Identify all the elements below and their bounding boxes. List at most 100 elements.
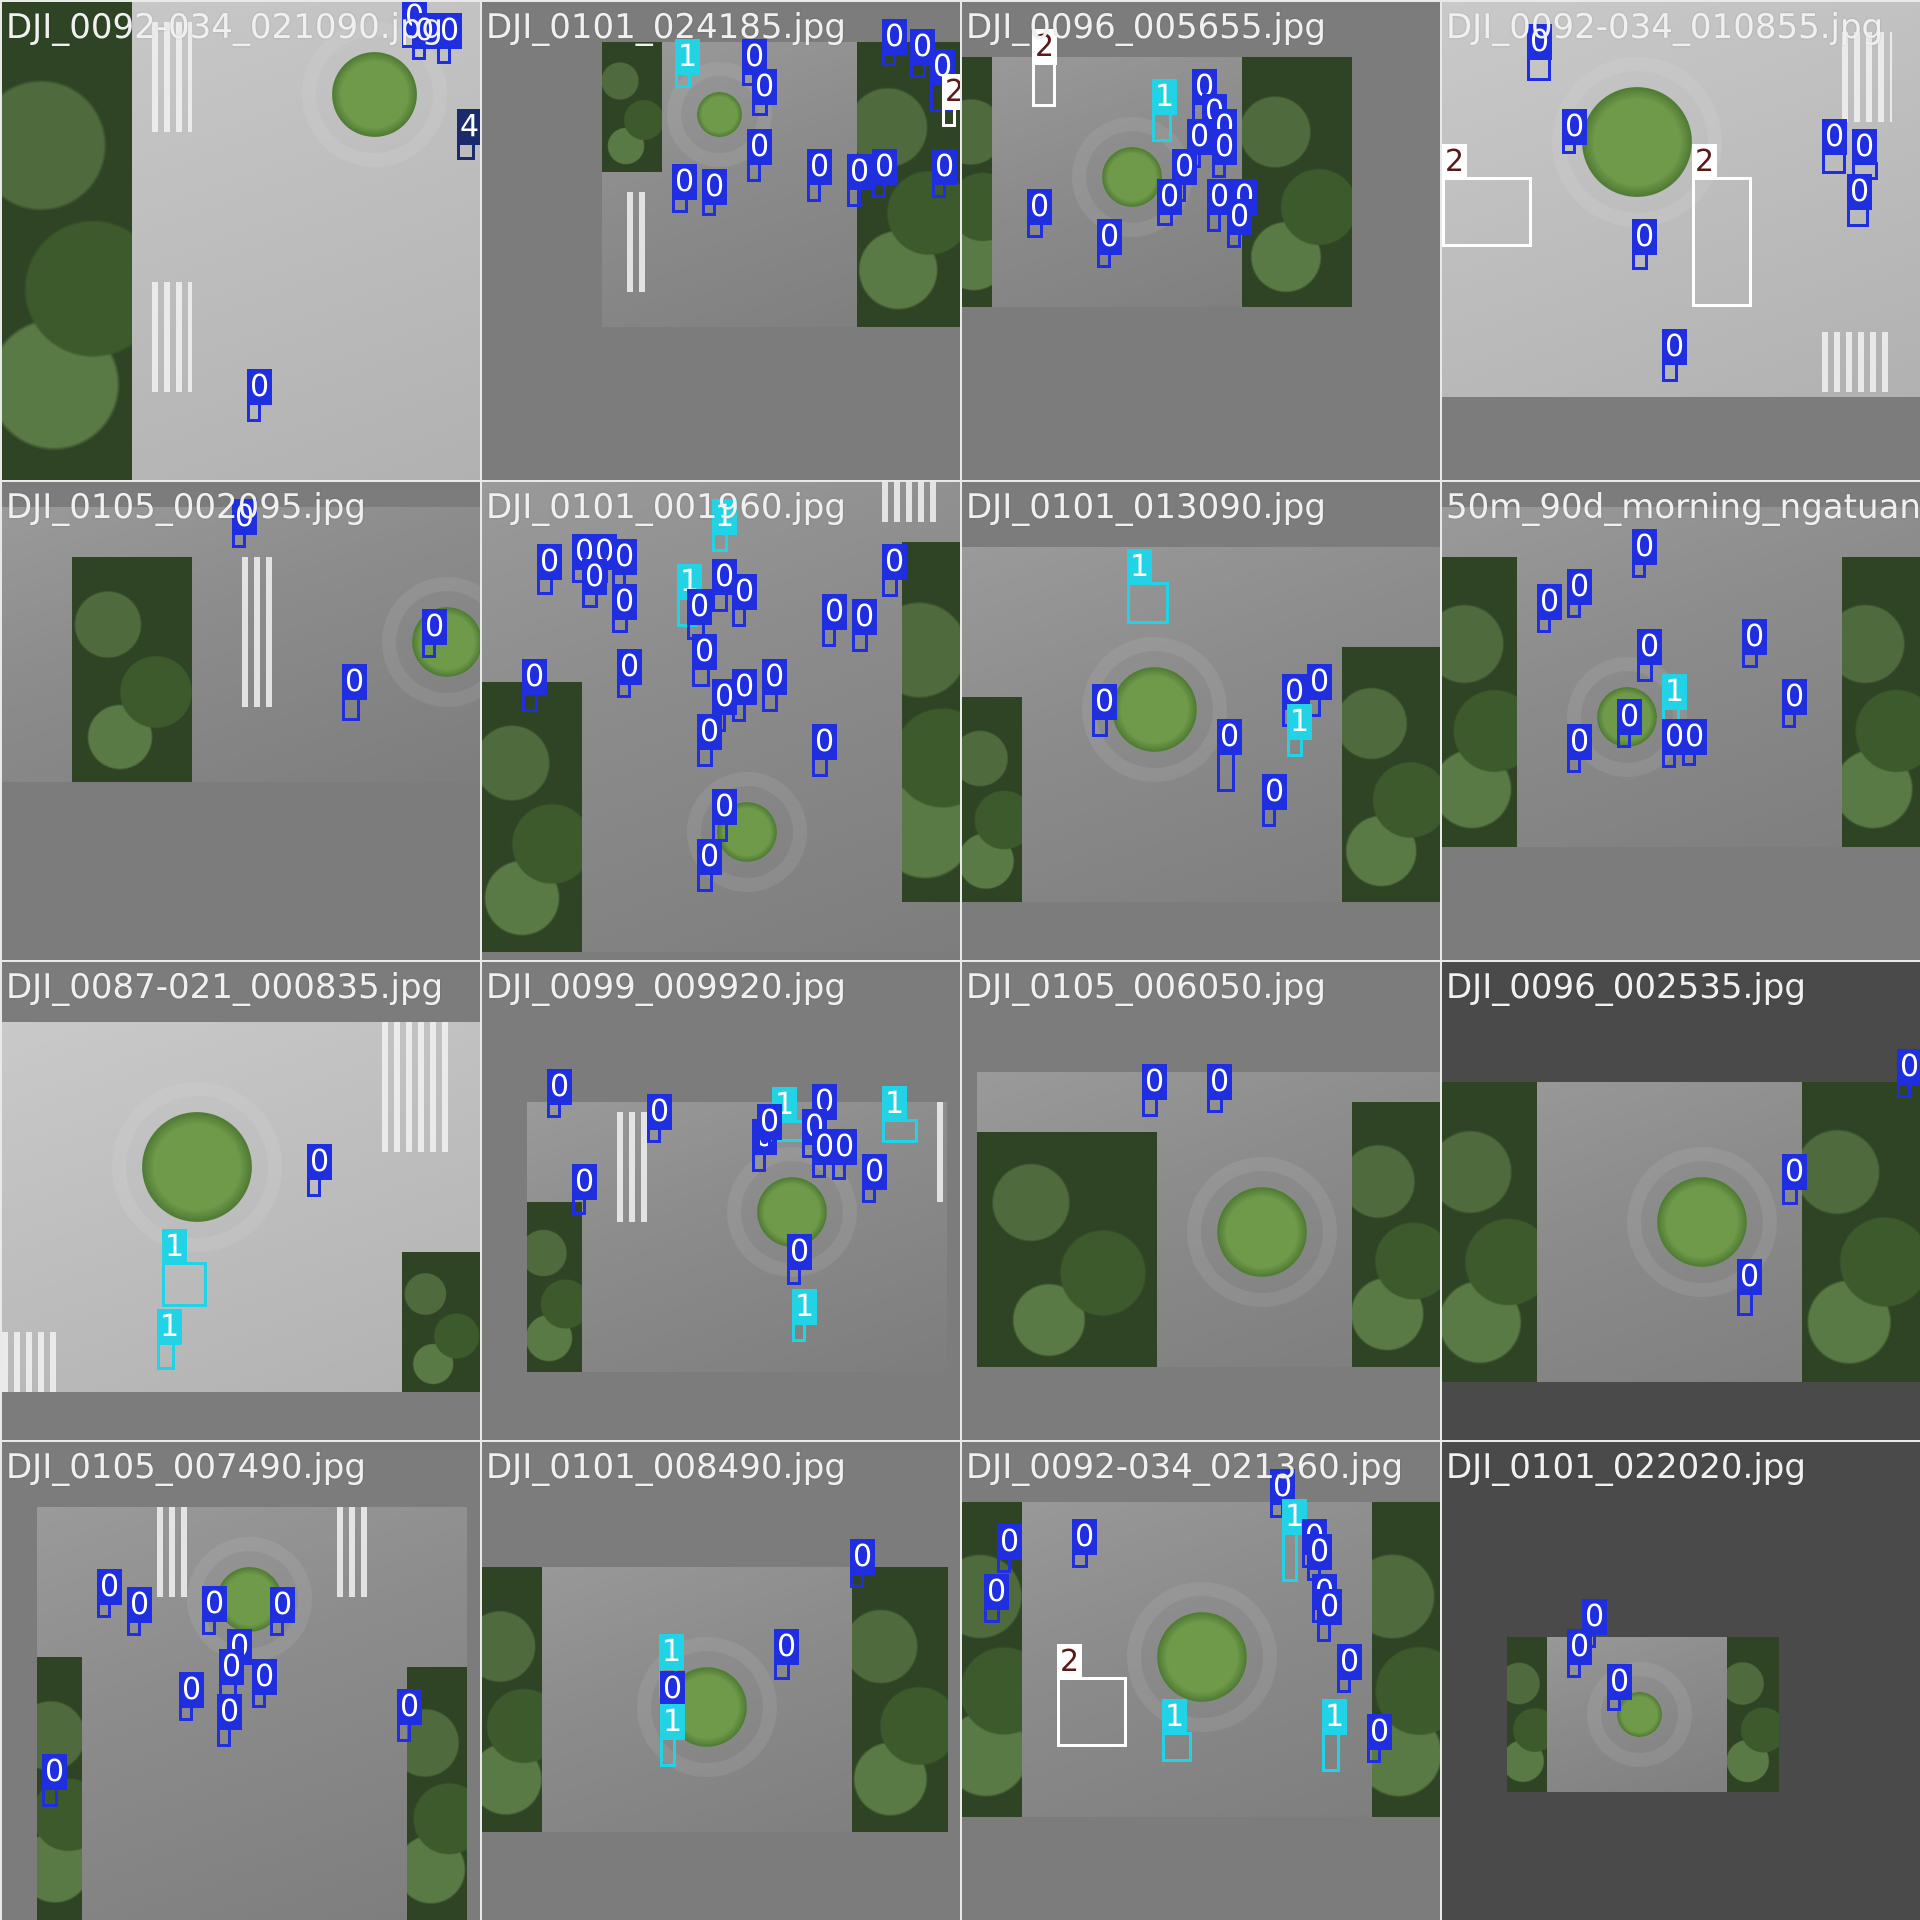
- class-label: 0: [1567, 724, 1593, 760]
- bounding-box: 0: [217, 1694, 243, 1747]
- image-tile: DJI_0105_007490.jpg 0 0 0 0 0 0 0 0 0 0 0: [2, 1442, 480, 1920]
- crosswalk: [152, 282, 192, 392]
- roundabout-island: [1582, 87, 1692, 197]
- class-label: 0: [774, 1629, 800, 1665]
- class-label: 0: [697, 714, 723, 750]
- bounding-box: 0: [422, 609, 448, 658]
- class-label: 1: [1287, 704, 1313, 740]
- class-label: 0: [397, 1689, 423, 1725]
- roundabout-island: [1157, 1612, 1247, 1702]
- bounding-box: 0: [572, 1164, 598, 1215]
- tree-canopy: [602, 42, 662, 172]
- roundabout-island: [332, 52, 417, 137]
- bounding-box: 0: [1337, 1644, 1363, 1693]
- bounding-box: 0: [1212, 129, 1238, 178]
- bounding-box: 2: [1032, 29, 1058, 107]
- class-label: 0: [612, 539, 638, 575]
- bounding-box: 0: [412, 13, 438, 60]
- tree-canopy: [1372, 1502, 1440, 1817]
- class-label: 2: [1442, 144, 1468, 180]
- crosswalk: [157, 1507, 187, 1597]
- class-label: 0: [932, 149, 958, 185]
- filename-label: DJI_0096_005655.jpg: [966, 7, 1326, 47]
- aerial-photo: [1442, 1082, 1920, 1382]
- roundabout-island: [1657, 1177, 1747, 1267]
- tree-canopy: [1727, 1637, 1779, 1792]
- bounding-box: 2: [1057, 1644, 1127, 1747]
- roundabout-island: [1102, 147, 1162, 207]
- class-label: 0: [1782, 679, 1808, 715]
- bounding-box: 0: [1847, 174, 1873, 227]
- class-label: 0: [179, 1672, 205, 1708]
- bounding-box: 0: [1207, 1064, 1233, 1113]
- bounding-box: 0: [732, 669, 758, 722]
- class-label: 0: [437, 13, 463, 49]
- image-tile: DJI_0092-034_021360.jpg01000000002110: [962, 1442, 1440, 1920]
- class-label: 0: [697, 839, 723, 875]
- class-label: 1: [157, 1309, 183, 1345]
- bounding-box: 0: [232, 499, 258, 548]
- bounding-box: 0: [1567, 1629, 1593, 1678]
- class-label: 1: [1162, 1699, 1188, 1735]
- class-label: 0: [1562, 109, 1588, 145]
- bounding-box: 0: [42, 1754, 68, 1807]
- aerial-photo: [2, 507, 480, 782]
- class-label: 0: [660, 1671, 686, 1707]
- class-label: 0: [1682, 719, 1708, 755]
- bounding-box: 0: [270, 1587, 296, 1636]
- class-label: 0: [757, 1104, 783, 1140]
- bounding-box: 0: [1527, 24, 1553, 81]
- bounding-box: 0: [697, 714, 723, 767]
- image-tile: DJI_0101_013090.jpg 1 0 0 0 1 0 0: [962, 482, 1440, 960]
- bounding-box: 1: [675, 39, 701, 88]
- class-label: 0: [1527, 24, 1553, 60]
- class-label: 0: [247, 369, 273, 405]
- bounding-box: 0: [762, 659, 788, 712]
- class-label: 2: [1057, 1644, 1083, 1680]
- class-label: 1: [1322, 1699, 1348, 1735]
- class-label: 0: [1742, 619, 1768, 655]
- bounding-box: 4: [457, 109, 480, 160]
- class-label: 2: [1692, 144, 1718, 180]
- class-label: 0: [97, 1569, 123, 1605]
- class-label: 0: [219, 1649, 245, 1685]
- class-label: 0: [787, 1234, 813, 1270]
- roundabout-island: [142, 1112, 252, 1222]
- class-label: 0: [617, 649, 643, 685]
- class-label: 0: [1737, 1259, 1763, 1295]
- bounding-box: 0: [850, 1539, 876, 1588]
- tree-canopy: [482, 682, 582, 952]
- crosswalk: [2, 1332, 62, 1392]
- class-label: 0: [1782, 1154, 1808, 1190]
- class-label: 0: [1157, 179, 1183, 215]
- class-label: 0: [862, 1154, 888, 1190]
- class-label: 0: [762, 659, 788, 695]
- class-label: 0: [1637, 629, 1663, 665]
- bounding-box: 0: [1142, 1064, 1168, 1117]
- bounding-box: 0: [1632, 529, 1658, 578]
- class-label: 0: [1227, 199, 1253, 235]
- bounding-box: 0: [127, 1587, 153, 1636]
- class-label: 1: [1152, 79, 1178, 115]
- class-label: 0: [822, 594, 848, 630]
- image-tile: DJI_0101_001960.jpg 1 1 0 0 0 0 0 0 0 0 0 0 0 0 0 0 0 0 0 0 0…: [482, 482, 960, 960]
- bounding-box: 0: [1822, 119, 1848, 174]
- crosswalk: [382, 1022, 452, 1152]
- bounding-box: 1: [1282, 1499, 1308, 1582]
- class-label: 0: [732, 574, 758, 610]
- tree-canopy: [977, 1132, 1157, 1367]
- filename-label: DJI_0096_002535.jpg: [1446, 967, 1806, 1007]
- bounding-box: 0: [1567, 569, 1593, 618]
- class-label: 0: [1582, 1599, 1608, 1635]
- class-label: 0: [1307, 1534, 1333, 1570]
- class-label: 0: [752, 69, 778, 105]
- class-label: 0: [307, 1144, 333, 1180]
- bounding-box: 0: [1027, 189, 1053, 238]
- class-label: 0: [232, 499, 258, 535]
- bounding-box: 0: [1567, 724, 1593, 773]
- image-tile: DJI_0096_002535.jpg 0 0 0: [1442, 962, 1920, 1440]
- bounding-box: 0: [537, 544, 563, 595]
- class-label: 0: [1367, 1714, 1393, 1750]
- crosswalk: [1842, 32, 1892, 122]
- bounding-box: 0: [647, 1094, 673, 1143]
